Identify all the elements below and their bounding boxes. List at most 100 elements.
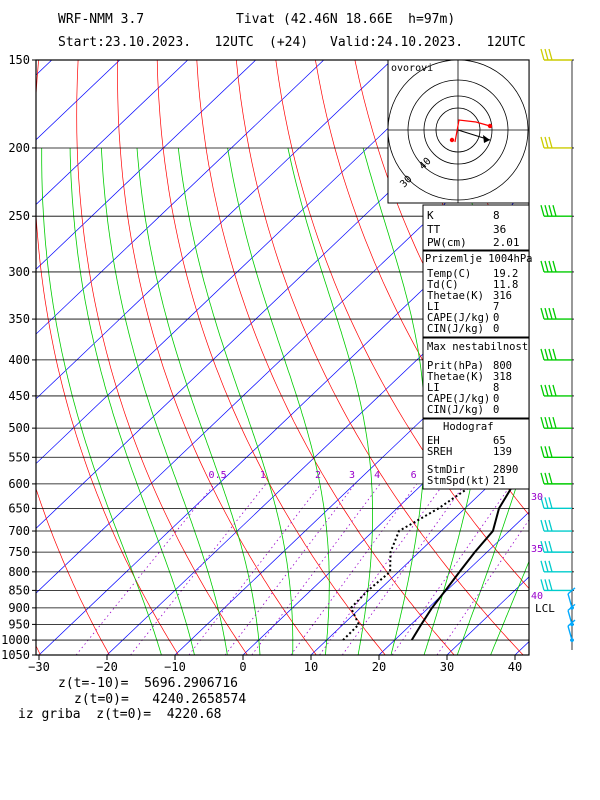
wind-barb-feather <box>548 560 553 573</box>
isotherm-line <box>36 60 460 465</box>
hodograph <box>388 60 529 203</box>
wind-barb-shaft <box>567 593 573 609</box>
instability-row-label: CIN(J/kg) <box>427 404 484 416</box>
instability-row-label: CAPE(J/kg) <box>427 393 490 405</box>
hodograph-row-value: 139 <box>493 446 512 458</box>
wind-barb-station <box>570 638 574 642</box>
footer-line-2: z(t=0)= 4240.2658574 <box>74 692 247 707</box>
wind-barb-shaft <box>567 625 573 641</box>
wind-barb-feather <box>548 519 553 532</box>
model-title: WRF-NMM 3.7 <box>58 12 145 27</box>
wind-barb-feather <box>544 472 549 485</box>
pressure-tick-label: 150 <box>8 53 30 67</box>
pressure-tick-label: 750 <box>8 545 30 559</box>
wind-barb <box>540 48 572 61</box>
wind-barb-feather <box>544 205 549 217</box>
instability-row-value: 0 <box>493 393 499 405</box>
wind-barb-feather <box>540 416 545 429</box>
instability-row-value: 0 <box>493 404 499 416</box>
wind-barb-feather <box>544 540 549 553</box>
side-label: 40 <box>531 591 543 602</box>
wind-barb-feather <box>540 540 545 553</box>
wind-barb-feather <box>544 519 549 532</box>
wind-barb-feather <box>540 472 545 485</box>
instability-title: Max nestabilnost <box>427 341 528 353</box>
wind-barb-feather <box>548 472 553 485</box>
surface-row-value: 0 <box>493 312 499 324</box>
hodograph-trace <box>454 119 491 143</box>
mixing-ratio-label: 2 <box>315 470 321 481</box>
lead-time: (+24) <box>269 35 309 50</box>
pressure-tick-label: 450 <box>8 389 30 403</box>
hodograph-point <box>487 123 493 129</box>
valid-time: Valid:24.10.2023. 12UTC <box>330 35 526 50</box>
surface-row-value: 0 <box>493 323 499 335</box>
moist-adiabat-line <box>101 147 228 655</box>
wind-barb <box>540 205 572 217</box>
wind-barb-feather <box>548 348 553 361</box>
hodograph-row-label: SREH <box>427 446 452 458</box>
moist-adiabat-line <box>362 147 426 655</box>
instability-row-label: LI <box>427 382 440 394</box>
pressure-tick-label: 500 <box>8 421 30 435</box>
hodograph-row-value: 2890 <box>493 464 518 476</box>
wind-barb <box>540 416 572 429</box>
wind-barb-feather <box>544 560 549 573</box>
wind-barb <box>567 603 576 627</box>
tt-value: 36 <box>493 223 506 236</box>
wind-barb-feather <box>540 205 545 217</box>
instability-box: Max nestabilnost Prit(hPa) 800 Thetae(K)… <box>422 337 530 419</box>
pw-label: PW(cm) <box>427 236 467 249</box>
surface-row-value: 316 <box>493 290 512 302</box>
wind-barb-feather <box>548 136 553 149</box>
mixing-ratio-label: 1 <box>260 470 266 481</box>
pressure-tick-label: 850 <box>8 583 30 597</box>
hodograph-label: ovorovi <box>391 63 433 74</box>
isotherm-line <box>36 60 256 270</box>
x-tick-label: 40 <box>508 660 522 674</box>
pressure-tick-label: 600 <box>8 477 30 491</box>
dry-adiabat-line <box>36 60 179 655</box>
wind-barb-feather <box>540 446 545 458</box>
wind-barb-feather <box>540 136 545 149</box>
wind-barb-feather <box>548 497 553 509</box>
dry-adiabat-line <box>553 60 600 655</box>
dry-adiabat-line <box>592 60 600 655</box>
wind-barb <box>540 560 572 573</box>
pressure-tick-label: 550 <box>8 450 30 464</box>
pressure-tick-label: 400 <box>8 353 30 367</box>
moist-adiabat-line <box>136 147 261 655</box>
side-label: 30 <box>531 492 543 503</box>
pressure-tick-label: 950 <box>8 617 30 631</box>
wind-barb <box>540 446 572 458</box>
wind-barb-feather <box>548 579 553 591</box>
footer-line-1: z(t=-10)= 5696.2906716 <box>58 676 239 691</box>
wind-barb <box>540 260 572 273</box>
pressure-tick-label: 200 <box>8 141 30 155</box>
side-label: 35 <box>531 544 543 555</box>
surface-row-value: 11.8 <box>493 279 518 291</box>
wind-barb-feather <box>552 384 557 397</box>
hodograph-row-label: StmSpd(kt) <box>427 475 490 487</box>
footer-line-3: iz griba z(t=0)= 4220.68 <box>18 707 222 722</box>
wind-barb-feather <box>544 136 549 149</box>
tt-label: TT <box>427 223 441 236</box>
wind-barb <box>540 348 572 361</box>
wind-barb-shaft <box>567 610 573 625</box>
storm-motion-arrowhead <box>483 135 490 143</box>
mixing-ratio-line <box>319 483 444 655</box>
pressure-tick-label: 250 <box>8 209 30 223</box>
wind-barb-feather <box>552 205 557 217</box>
wind-barb-feather <box>548 540 553 553</box>
instability-row-value: 318 <box>493 371 512 383</box>
mixing-ratio-line <box>130 483 267 655</box>
wind-barb-feather <box>540 260 545 273</box>
axes: 1502002503003504004505005506006507007508… <box>1 53 530 674</box>
wind-barb-feather <box>548 384 553 397</box>
x-tick-label: 0 <box>239 660 246 674</box>
x-tick-label: 30 <box>440 660 454 674</box>
wind-barb-feather <box>544 260 549 273</box>
surface-row-label: Thetae(K) <box>427 290 484 302</box>
pressure-tick-label: 1000 <box>1 633 30 647</box>
